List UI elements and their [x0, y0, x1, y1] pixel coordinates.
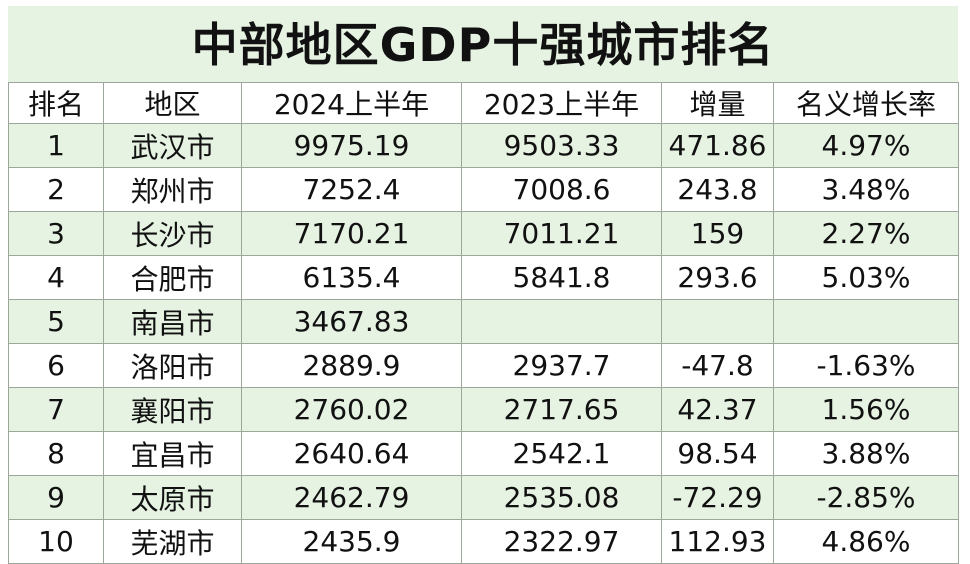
cell-city: 武汉市 [103, 123, 242, 168]
cell-growth-rate: 2.27% [773, 211, 959, 256]
cell-city: 襄阳市 [103, 387, 242, 432]
cell-growth-rate: 3.48% [773, 167, 959, 212]
table-row: 9 太原市 2462.79 2535.08 -72.29 -2.85% [8, 475, 959, 520]
cell-2024h1: 2889.9 [241, 343, 462, 388]
cell-increment: 293.6 [661, 255, 774, 300]
cell-2024h1: 3467.83 [241, 299, 462, 344]
cell-city: 合肥市 [103, 255, 242, 300]
cell-growth-rate [773, 299, 959, 344]
cell-2023h1: 2717.65 [461, 387, 662, 432]
cell-city: 长沙市 [103, 211, 242, 256]
cell-2023h1: 7008.6 [461, 167, 662, 212]
cell-rank: 9 [8, 475, 104, 520]
cell-2024h1: 2435.9 [241, 519, 462, 564]
cell-2024h1: 7170.21 [241, 211, 462, 256]
cell-growth-rate: -1.63% [773, 343, 959, 388]
cell-rank: 4 [8, 255, 104, 300]
cell-increment: -47.8 [661, 343, 774, 388]
gdp-ranking-card: 中部地区GDP十强城市排名 排名 地区 2024上半年 2023上半年 增量 名… [8, 6, 959, 564]
cell-city: 洛阳市 [103, 343, 242, 388]
cell-increment: 112.93 [661, 519, 774, 564]
cell-increment: 42.37 [661, 387, 774, 432]
cell-2023h1: 2937.7 [461, 343, 662, 388]
cell-rank: 1 [8, 123, 104, 168]
cell-increment: 159 [661, 211, 774, 256]
cell-growth-rate: 4.97% [773, 123, 959, 168]
cell-2023h1: 2535.08 [461, 475, 662, 520]
gdp-table: 排名 地区 2024上半年 2023上半年 增量 名义增长率 1 武汉市 997… [8, 82, 959, 564]
cell-rank: 2 [8, 167, 104, 212]
table-row: 5 南昌市 3467.83 [8, 299, 959, 344]
table-row: 1 武汉市 9975.19 9503.33 471.86 4.97% [8, 123, 959, 168]
cell-2023h1 [461, 299, 662, 344]
cell-growth-rate: 4.86% [773, 519, 959, 564]
cell-growth-rate: -2.85% [773, 475, 959, 520]
cell-increment: 471.86 [661, 123, 774, 168]
table-row: 10 芜湖市 2435.9 2322.97 112.93 4.86% [8, 519, 959, 564]
cell-rank: 6 [8, 343, 104, 388]
cell-city: 南昌市 [103, 299, 242, 344]
table-row: 3 长沙市 7170.21 7011.21 159 2.27% [8, 211, 959, 256]
cell-2024h1: 7252.4 [241, 167, 462, 212]
cell-2024h1: 2462.79 [241, 475, 462, 520]
cell-growth-rate: 5.03% [773, 255, 959, 300]
table-row: 8 宜昌市 2640.64 2542.1 98.54 3.88% [8, 431, 959, 476]
cell-2023h1: 2322.97 [461, 519, 662, 564]
table-row: 4 合肥市 6135.4 5841.8 293.6 5.03% [8, 255, 959, 300]
header-2024h1: 2024上半年 [241, 82, 462, 124]
cell-rank: 7 [8, 387, 104, 432]
cell-city: 郑州市 [103, 167, 242, 212]
table-row: 6 洛阳市 2889.9 2937.7 -47.8 -1.63% [8, 343, 959, 388]
page-title: 中部地区GDP十强城市排名 [191, 18, 775, 72]
table-row: 2 郑州市 7252.4 7008.6 243.8 3.48% [8, 167, 959, 212]
cell-city: 宜昌市 [103, 431, 242, 476]
cell-rank: 5 [8, 299, 104, 344]
header-region: 地区 [103, 82, 242, 124]
header-2023h1: 2023上半年 [461, 82, 662, 124]
cell-2023h1: 5841.8 [461, 255, 662, 300]
cell-rank: 3 [8, 211, 104, 256]
table-header-row: 排名 地区 2024上半年 2023上半年 增量 名义增长率 [8, 82, 959, 124]
cell-rank: 10 [8, 519, 104, 564]
cell-2024h1: 6135.4 [241, 255, 462, 300]
header-growth-rate: 名义增长率 [773, 82, 959, 124]
cell-rank: 8 [8, 431, 104, 476]
header-increment: 增量 [661, 82, 774, 124]
cell-increment: 243.8 [661, 167, 774, 212]
cell-increment: 98.54 [661, 431, 774, 476]
cell-2023h1: 9503.33 [461, 123, 662, 168]
cell-city: 芜湖市 [103, 519, 242, 564]
cell-2024h1: 2640.64 [241, 431, 462, 476]
cell-city: 太原市 [103, 475, 242, 520]
table-row: 7 襄阳市 2760.02 2717.65 42.37 1.56% [8, 387, 959, 432]
cell-growth-rate: 1.56% [773, 387, 959, 432]
header-rank: 排名 [8, 82, 104, 124]
cell-growth-rate: 3.88% [773, 431, 959, 476]
cell-increment: -72.29 [661, 475, 774, 520]
cell-2024h1: 2760.02 [241, 387, 462, 432]
cell-2023h1: 2542.1 [461, 431, 662, 476]
cell-2023h1: 7011.21 [461, 211, 662, 256]
cell-increment [661, 299, 774, 344]
cell-2024h1: 9975.19 [241, 123, 462, 168]
